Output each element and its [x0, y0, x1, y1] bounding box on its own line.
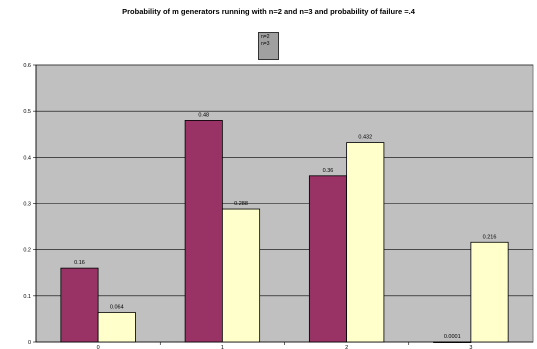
data-label: 0.288 — [234, 201, 248, 207]
x-tick-label: 0 — [97, 345, 100, 349]
y-tick-label: 0.2 — [23, 248, 31, 254]
y-tick-label: 0.4 — [23, 155, 31, 161]
bar-n=3-1 — [221, 208, 261, 343]
bar-n=2-0 — [60, 267, 99, 343]
chart-title: Probability of m generators running with… — [122, 7, 415, 16]
data-label: 0.48 — [198, 112, 209, 118]
bar-n=2-1 — [184, 120, 223, 343]
y-tick-label: 0.1 — [23, 294, 31, 300]
y-tick-label: 0.6 — [23, 63, 31, 69]
x-tick-label: 3 — [469, 345, 472, 349]
bar-n=3-0 — [97, 312, 136, 343]
y-tick-label: 0.3 — [23, 202, 31, 208]
bar-n=2-2 — [308, 175, 348, 343]
data-label: 0.0001 — [444, 334, 461, 340]
y-tick-label: 0.5 — [23, 109, 31, 115]
legend-item-n3: n=3 — [261, 41, 270, 47]
bar-n=3-2 — [346, 142, 385, 343]
data-label: 0.216 — [483, 234, 497, 240]
x-tick-label: 2 — [345, 345, 348, 349]
legend-item-n2: n=2 — [261, 34, 270, 40]
bar-n=2-3 — [433, 341, 472, 343]
data-label: 0.36 — [323, 168, 334, 174]
data-label: 0.16 — [74, 260, 85, 266]
y-tick-label: 0 — [28, 340, 31, 346]
legend: n=2 n=3 — [258, 32, 279, 60]
bar-n=3-3 — [470, 241, 509, 343]
data-label: 0.432 — [358, 135, 372, 141]
data-label: 0.064 — [110, 304, 124, 310]
x-tick-label: 1 — [221, 345, 224, 349]
